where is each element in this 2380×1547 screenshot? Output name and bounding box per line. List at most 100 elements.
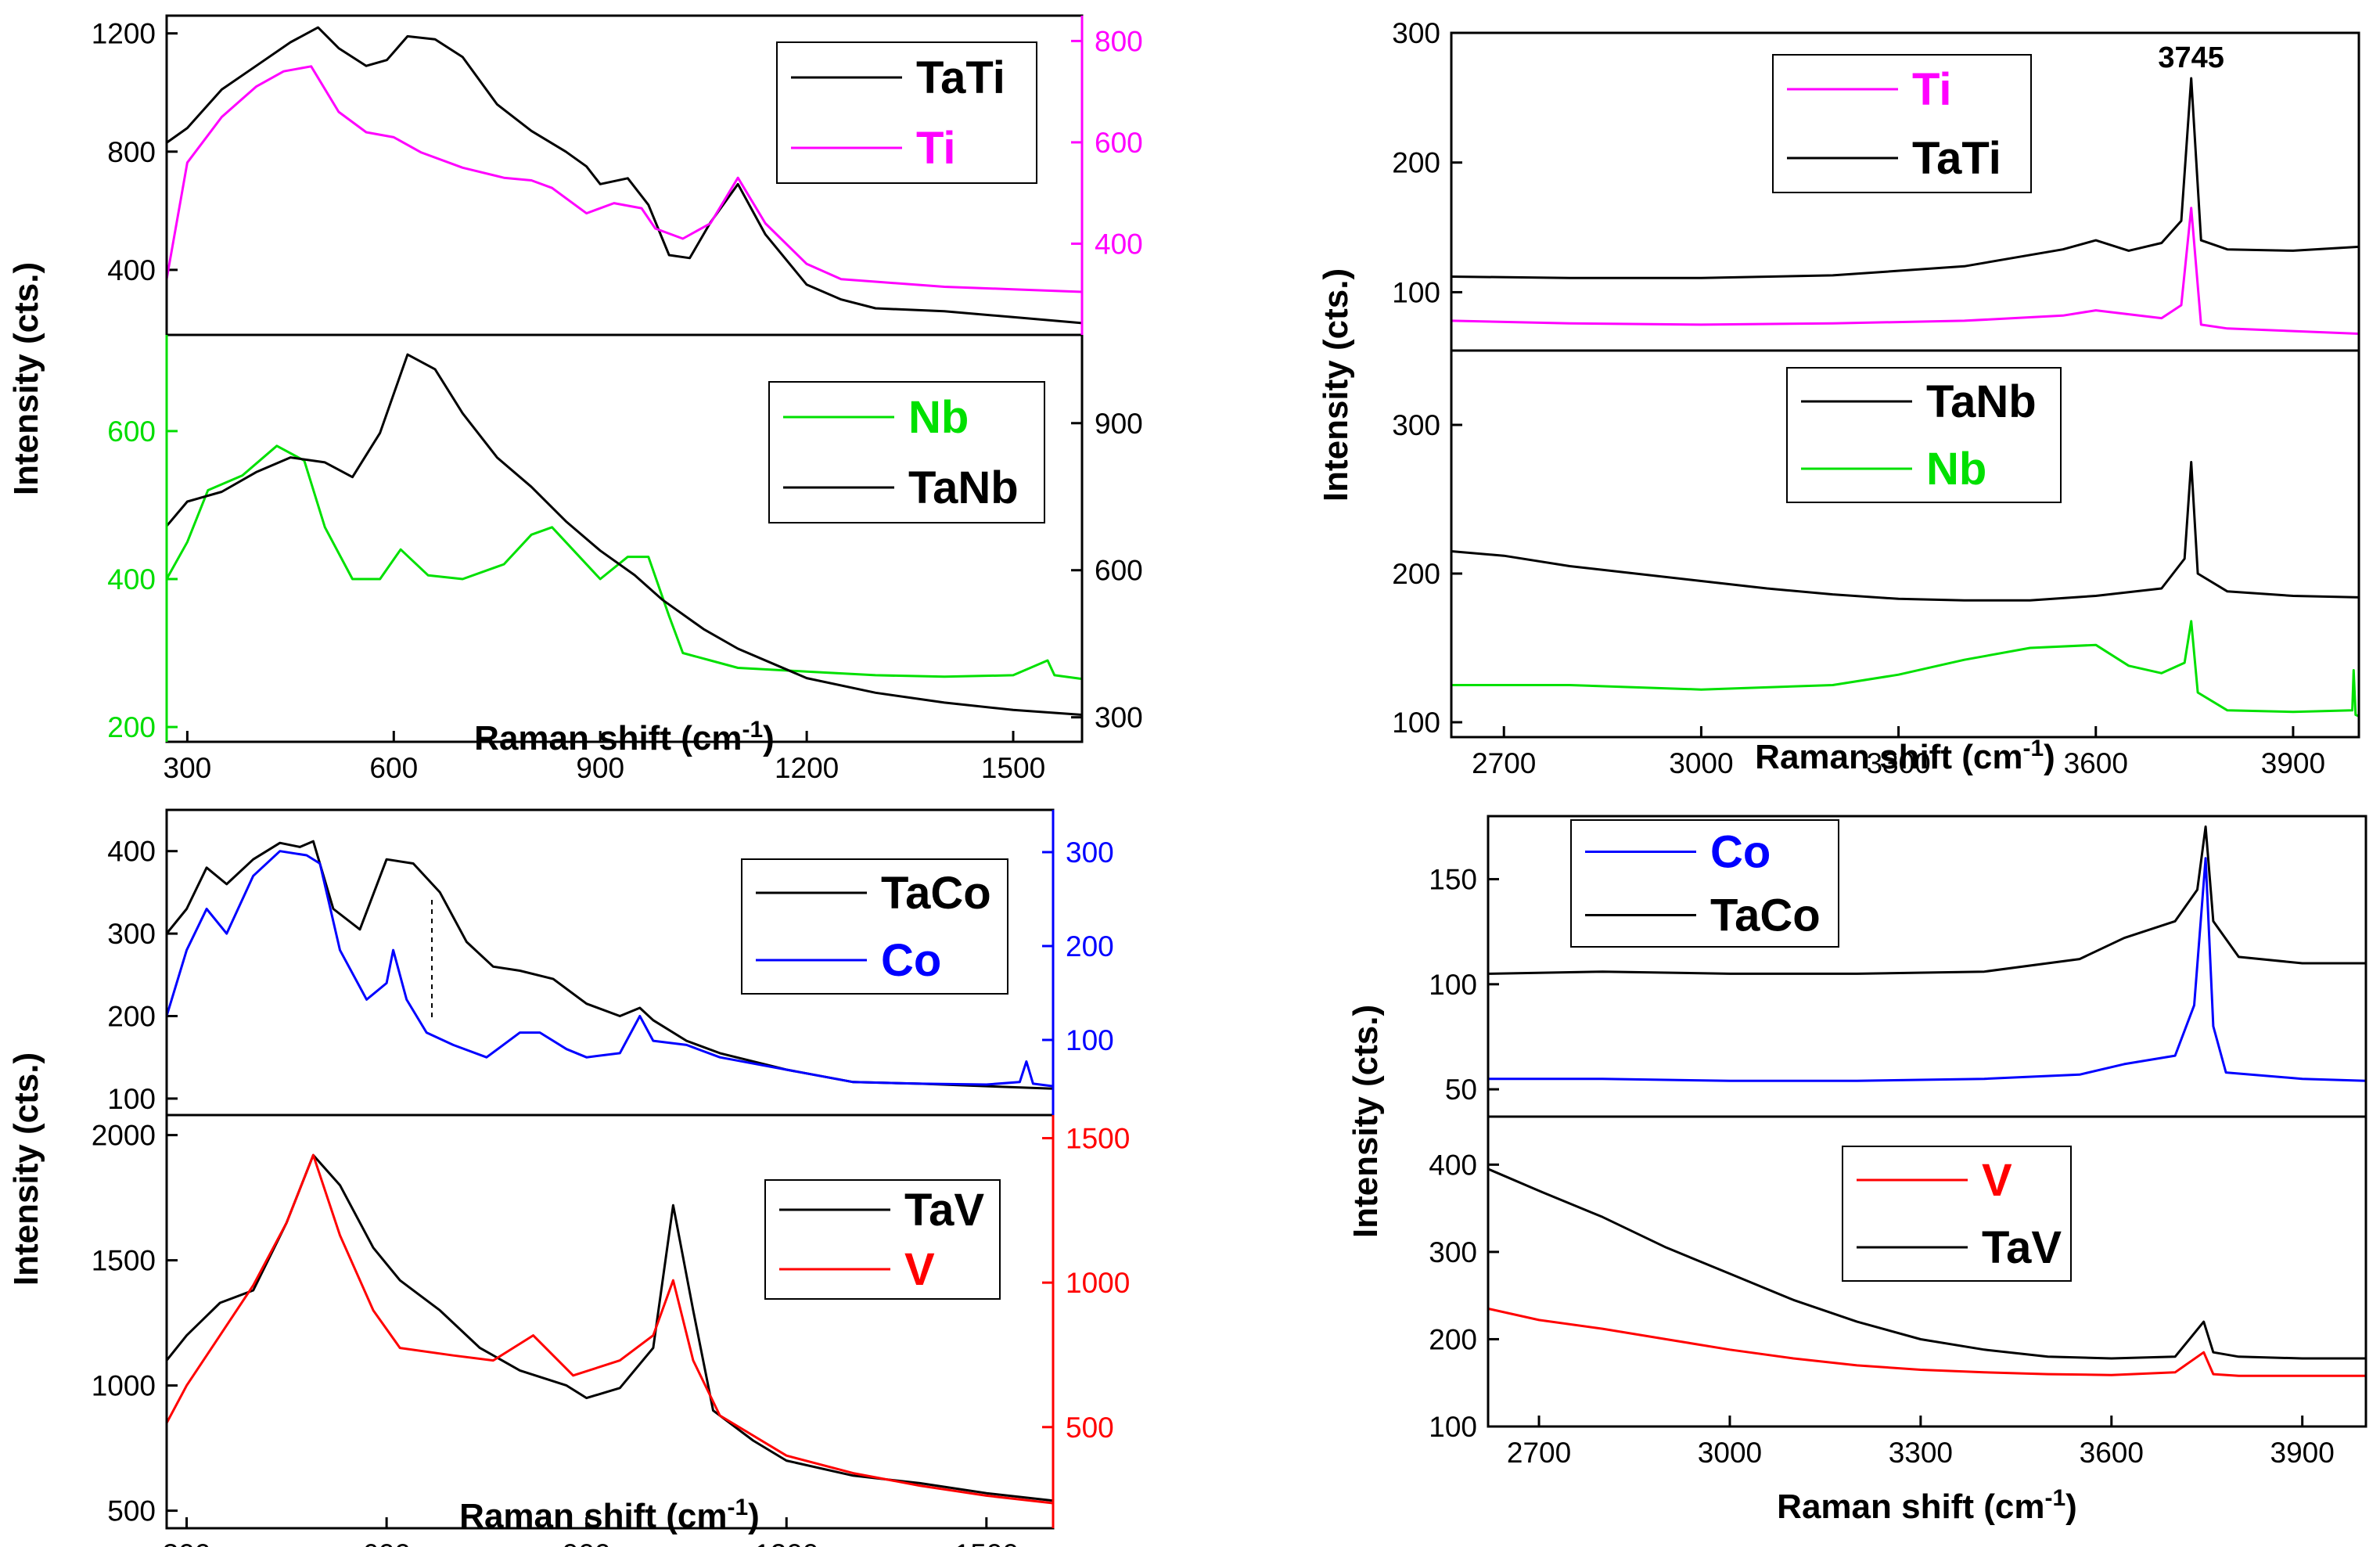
x-tick-label: 3900 <box>2270 1437 2335 1469</box>
y-axis-label: Intensity (cts.) <box>1346 1005 1385 1238</box>
peak-annotation: 3745 <box>2158 41 2224 74</box>
x-tick-label: 2700 <box>1472 747 1536 779</box>
legend-label-TaTi: TaTi <box>1912 133 2001 184</box>
panel-D-1: 50 100 150 Co TaCo <box>1429 819 2367 1106</box>
panel-B-2: 100 200 300 TaNb Nb <box>1392 367 2360 739</box>
series-line-V <box>1487 1307 2366 1377</box>
y-tick-label: 1200 <box>92 18 156 50</box>
y-tick-label: 300 <box>1429 1236 1477 1268</box>
y2-tick-label: 300 <box>1066 836 1114 869</box>
legend-label-TaV: TaV <box>904 1185 984 1236</box>
y-tick-label: 300 <box>1392 17 1440 49</box>
series-line-Co <box>1488 857 2367 1082</box>
y-tick-label: 200 <box>107 711 156 743</box>
legend-B-2: TaNb Nb <box>1786 367 2062 503</box>
legend-D-1: Co TaCo <box>1570 819 1839 948</box>
y2-tick-label: 1500 <box>1066 1123 1130 1155</box>
legend-label-TaCo: TaCo <box>881 868 991 919</box>
panel-A-2: 200 400 600 300 600 900 Nb TaNb <box>107 353 1143 743</box>
y-tick-label: 300 <box>1392 409 1440 441</box>
legend-label-TaNb: TaNb <box>908 462 1019 513</box>
series-line-TaV <box>1487 1167 2366 1360</box>
series-line-Ti <box>1451 207 2360 335</box>
series-line-TaCo <box>1487 825 2366 975</box>
y2-tick-label: 200 <box>1066 930 1114 962</box>
x-tick-label: 600 <box>369 752 418 784</box>
x-tick-label: 3300 <box>1889 1437 1953 1469</box>
legend-label-Co: Co <box>1710 827 1771 878</box>
legend-box <box>1786 367 2062 503</box>
legend-B-1: Ti TaTi <box>1772 54 2032 193</box>
legend-box <box>776 41 1037 184</box>
series-line-Nb <box>1451 620 2360 718</box>
y-tick-label: 600 <box>107 416 156 448</box>
legend-A-1: TaTi Ti <box>776 41 1037 184</box>
y2-tick-label: 900 <box>1095 408 1143 440</box>
y-tick-label: 50 <box>1445 1074 1477 1106</box>
series-line-TaCo <box>165 840 1054 1090</box>
x-tick-label: 3600 <box>2064 747 2128 779</box>
legend-label-Nb: Nb <box>1926 444 1986 495</box>
legend-label-Nb: Nb <box>908 392 969 443</box>
x-tick-label: 3600 <box>2080 1437 2144 1469</box>
panel-A-1: 400 800 1200 400 600 800 TaTi Ti <box>92 18 1143 325</box>
panel-B-1: 100 200 300 Ti TaTi <box>1392 17 2360 335</box>
y2-tick-label: 100 <box>1066 1024 1114 1056</box>
y-tick-label: 1000 <box>92 1370 156 1402</box>
y-tick-label: 400 <box>107 836 156 868</box>
legend-C-2: TaV V <box>764 1179 1001 1300</box>
y-tick-label: 200 <box>1429 1323 1477 1355</box>
y-tick-label: 100 <box>1392 276 1440 308</box>
y-tick-label: 400 <box>107 563 156 595</box>
y-tick-label: 100 <box>107 1083 156 1115</box>
figure-B: 100 200 300 Ti TaTi 100 200 300 TaNb Nb 2700 3000 33… <box>1317 17 2360 779</box>
x-tick-label: 3000 <box>1698 1437 1762 1469</box>
series-line-TaTi <box>166 26 1083 325</box>
panel-C-1: 100 200 300 400 100 200 300 TaCo Co <box>107 836 1113 1115</box>
y-tick-label: 1500 <box>92 1245 156 1277</box>
figure-A: 400 800 1200 400 600 800 TaTi Ti 200 400 600 300 600… <box>7 14 1143 784</box>
x-axis-label: Raman shift (cm-1) <box>1777 1485 2077 1527</box>
x-tick-label: 300 <box>163 1538 211 1547</box>
y-axis-label: Intensity (cts.) <box>1317 268 1355 502</box>
plot-frame <box>1487 815 2367 1428</box>
plot-frame <box>1450 31 2360 739</box>
y-tick-label: 500 <box>107 1495 156 1527</box>
series-line-TaNb <box>1451 461 2360 602</box>
legend-label-V: V <box>1982 1155 2012 1206</box>
y2-tick-label: 500 <box>1066 1412 1114 1444</box>
x-tick-label: 3900 <box>2261 747 2325 779</box>
y-tick-label: 200 <box>107 1001 156 1033</box>
y-tick-label: 400 <box>1429 1149 1477 1181</box>
legend-D-2: V TaV <box>1842 1146 2072 1282</box>
legend-A-2: Nb TaNb <box>768 381 1045 523</box>
legend-label-V: V <box>904 1244 935 1295</box>
series-line-TaTi <box>1451 77 2360 279</box>
series-line-TaNb <box>165 353 1083 716</box>
legend-C-1: TaCo Co <box>741 858 1008 995</box>
legend-label-Ti: Ti <box>916 123 956 174</box>
figure-C: 100 200 300 400 100 200 300 TaCo Co 500 1000 1500 20… <box>7 808 1131 1547</box>
legend-label-TaNb: TaNb <box>1926 376 2037 427</box>
legend-box <box>1570 819 1839 948</box>
panel-C-2: 500 1000 1500 2000 500 1000 1500 TaV V <box>92 1120 1131 1527</box>
y-tick-label: 200 <box>1392 558 1440 590</box>
legend-box <box>768 381 1045 523</box>
legend-label-Ti: Ti <box>1912 64 1952 115</box>
x-tick-label: 900 <box>576 752 624 784</box>
y-tick-label: 100 <box>1429 969 1477 1001</box>
y-tick-label: 300 <box>107 918 156 950</box>
y-tick-label: 2000 <box>92 1120 156 1152</box>
legend-label-Co: Co <box>881 935 941 986</box>
x-tick-label: 300 <box>164 752 212 784</box>
y2-tick-label: 600 <box>1095 127 1143 159</box>
x-tick-label: 1500 <box>981 752 1045 784</box>
x-tick-label: 1200 <box>775 752 839 784</box>
legend-label-TaCo: TaCo <box>1710 890 1821 941</box>
y-tick-label: 400 <box>107 254 156 286</box>
x-tick-label: 1500 <box>955 1538 1019 1547</box>
x-tick-label: 900 <box>563 1538 611 1547</box>
x-axis-label: Raman shift (cm-1) <box>1755 736 2055 777</box>
y-tick-label: 100 <box>1429 1411 1477 1443</box>
